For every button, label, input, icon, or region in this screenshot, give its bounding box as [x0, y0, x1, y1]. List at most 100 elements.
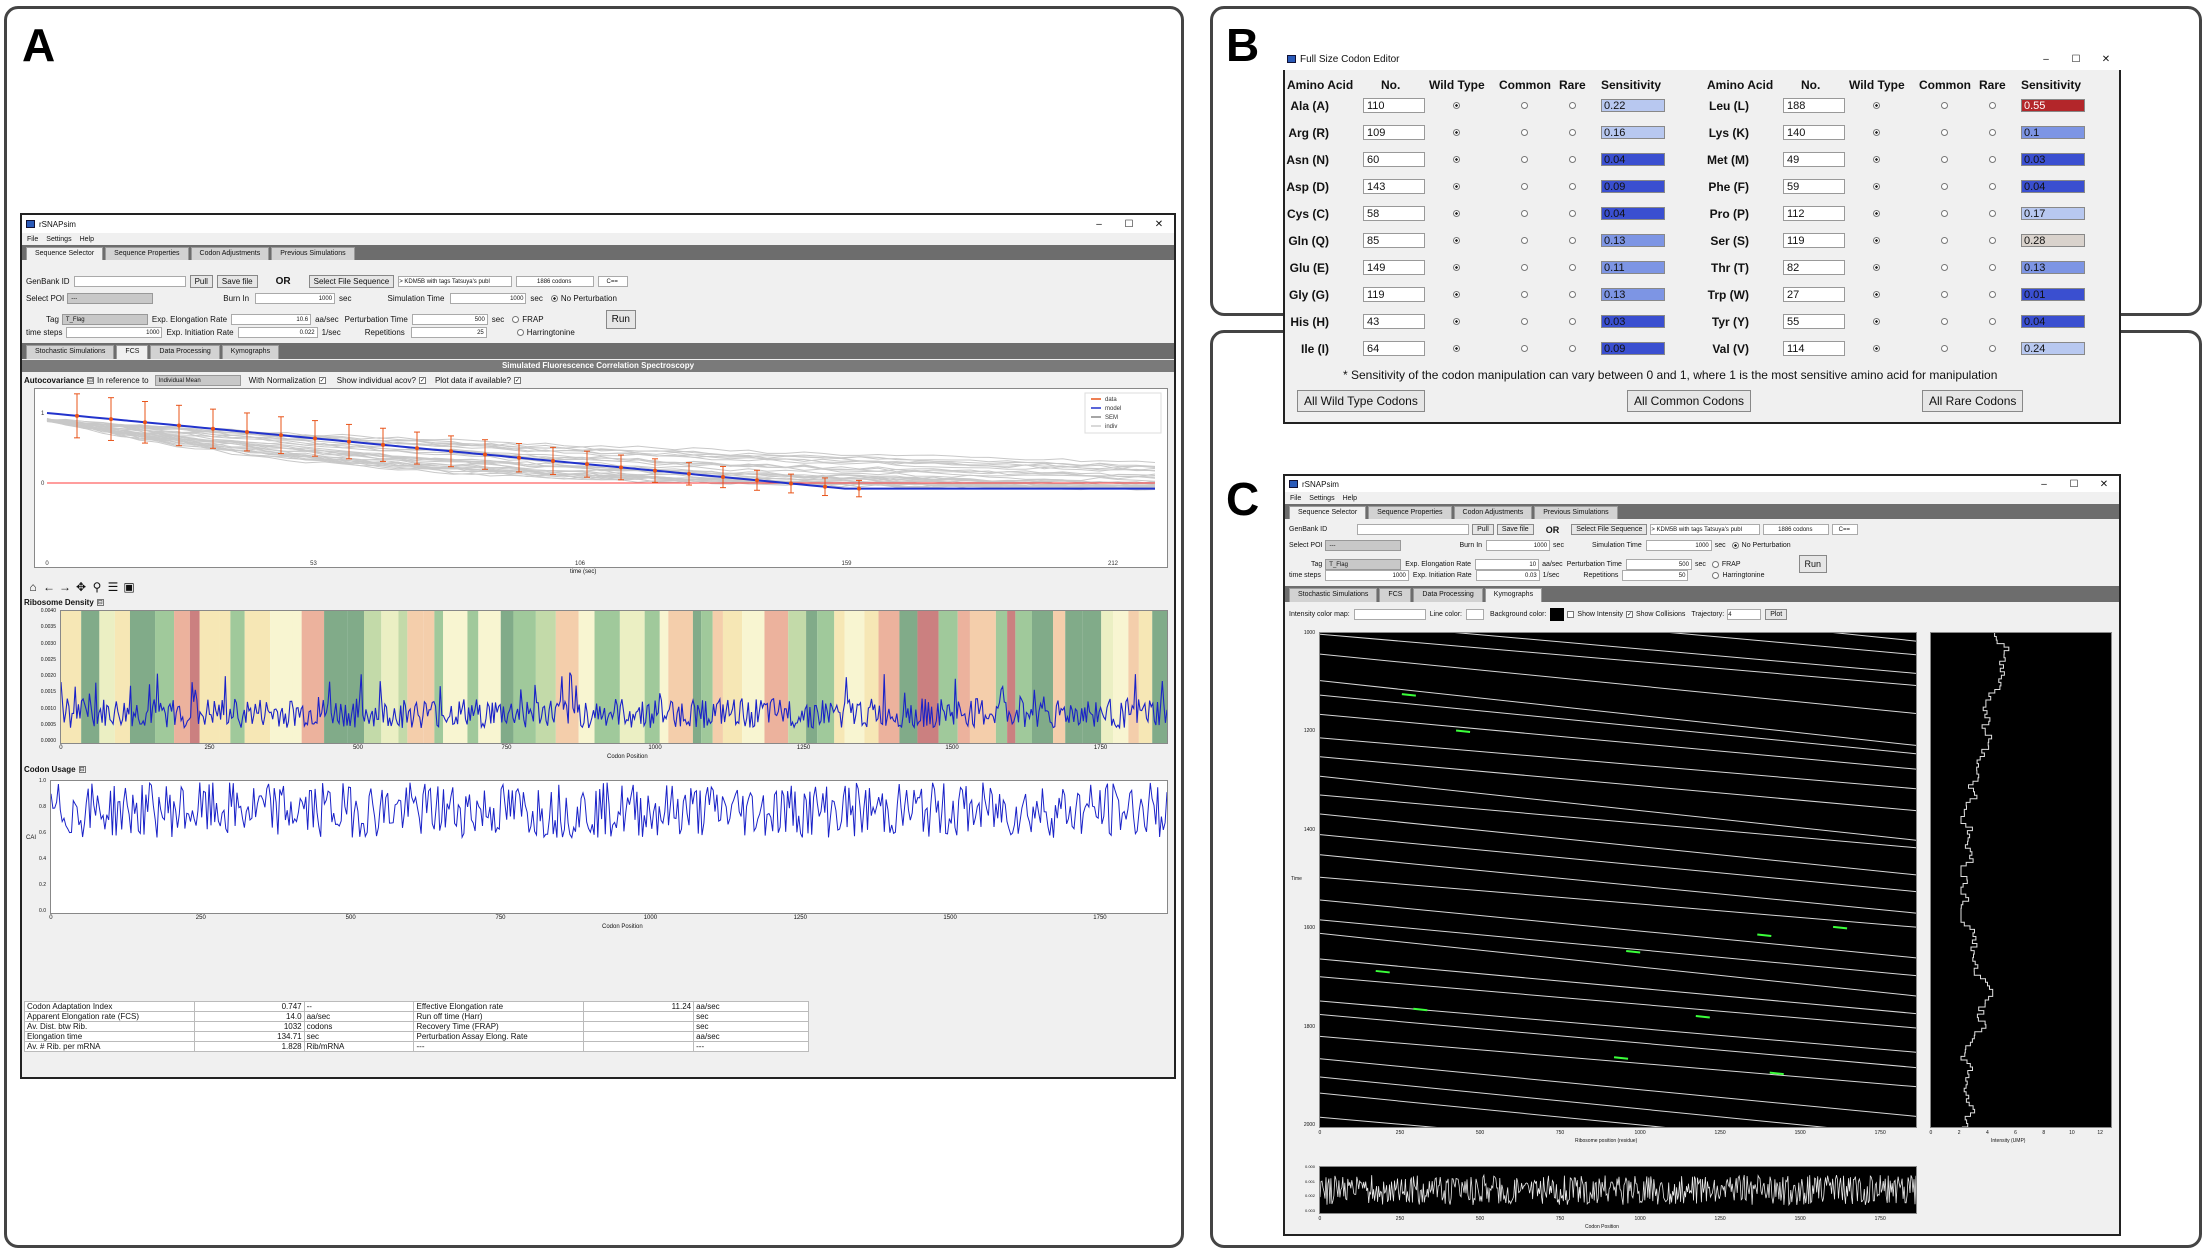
- tab-sequence-selector[interactable]: Sequence Selector: [26, 247, 104, 260]
- common-radio[interactable]: [1941, 210, 1948, 217]
- subtab-data-processing[interactable]: Data Processing: [1413, 588, 1483, 602]
- no-perturbation-radio[interactable]: [1731, 542, 1739, 549]
- all-common-button[interactable]: All Common Codons: [1627, 390, 1752, 412]
- codon-count-input[interactable]: 49: [1783, 152, 1845, 167]
- common-radio[interactable]: [1941, 183, 1948, 190]
- codon-usage-collapse-toggle[interactable]: ⊟: [78, 766, 86, 773]
- tab-codon-adjustments[interactable]: Codon Adjustments: [1453, 506, 1533, 519]
- rare-radio[interactable]: [1989, 345, 1996, 352]
- rare-radio[interactable]: [1569, 291, 1576, 298]
- save-figure-icon[interactable]: ▣: [123, 580, 135, 594]
- codon-count-input[interactable]: 110: [1363, 98, 1425, 113]
- forward-icon[interactable]: →: [59, 580, 71, 594]
- common-radio[interactable]: [1941, 102, 1948, 109]
- intensity-colormap-dropdown[interactable]: [1353, 609, 1426, 620]
- pull-button[interactable]: Pull: [189, 275, 213, 288]
- no-perturbation-radio[interactable]: [550, 295, 558, 302]
- subtab-kymographs[interactable]: Kymographs: [1484, 588, 1543, 602]
- codon-count-input[interactable]: 140: [1783, 125, 1845, 140]
- codon-count-input[interactable]: 143: [1363, 179, 1425, 194]
- elongation-rate-input[interactable]: 10.6: [231, 314, 312, 325]
- simulation-time-input[interactable]: 1000: [1645, 540, 1712, 551]
- maximize-icon[interactable]: ☐: [1124, 218, 1134, 230]
- minimize-icon[interactable]: –: [2041, 478, 2047, 490]
- close-icon[interactable]: ✕: [2101, 53, 2111, 65]
- genbank-input[interactable]: [1357, 524, 1470, 535]
- rare-radio[interactable]: [1569, 156, 1576, 163]
- wild-type-radio[interactable]: [1453, 345, 1460, 352]
- common-radio[interactable]: [1521, 102, 1528, 109]
- subtab-kymographs[interactable]: Kymographs: [221, 345, 280, 359]
- time-steps-input[interactable]: 1000: [66, 327, 163, 338]
- repetitions-input[interactable]: 50: [1622, 570, 1689, 581]
- codon-count-input[interactable]: 58: [1363, 206, 1425, 221]
- genbank-input[interactable]: [73, 276, 186, 287]
- show-intensity-checkbox[interactable]: [1567, 611, 1575, 618]
- tab-codon-adjustments[interactable]: Codon Adjustments: [190, 247, 270, 260]
- wild-type-radio[interactable]: [1873, 345, 1880, 352]
- home-icon[interactable]: ⌂: [29, 580, 37, 594]
- normalization-checkbox[interactable]: ✓: [318, 377, 326, 384]
- poi-dropdown[interactable]: ---: [67, 293, 154, 304]
- rare-radio[interactable]: [1569, 318, 1576, 325]
- rare-radio[interactable]: [1989, 210, 1996, 217]
- line-color-swatch[interactable]: [1466, 609, 1484, 620]
- wild-type-radio[interactable]: [1453, 183, 1460, 190]
- rare-radio[interactable]: [1989, 183, 1996, 190]
- rare-radio[interactable]: [1569, 210, 1576, 217]
- wild-type-radio[interactable]: [1453, 291, 1460, 298]
- poi-dropdown[interactable]: ---: [1325, 540, 1402, 551]
- codon-count-input[interactable]: 149: [1363, 260, 1425, 275]
- wild-type-radio[interactable]: [1873, 129, 1880, 136]
- initiation-rate-input[interactable]: 0.022: [237, 327, 318, 338]
- codon-count-input[interactable]: 27: [1783, 287, 1845, 302]
- rare-radio[interactable]: [1569, 102, 1576, 109]
- burn-in-input[interactable]: 1000: [255, 293, 336, 304]
- background-color-swatch[interactable]: [1550, 608, 1565, 621]
- rare-radio[interactable]: [1569, 264, 1576, 271]
- plot-button[interactable]: Plot: [1765, 609, 1788, 620]
- tab-sequence-properties[interactable]: Sequence Properties: [1368, 506, 1452, 519]
- ribosome-collapse-toggle[interactable]: ⊟: [96, 599, 104, 606]
- frap-radio[interactable]: [512, 316, 520, 323]
- codon-count-input[interactable]: 119: [1783, 233, 1845, 248]
- codon-count-input[interactable]: 55: [1783, 314, 1845, 329]
- harringtonine-radio[interactable]: [1712, 572, 1720, 579]
- subtab-fcs[interactable]: FCS: [1379, 588, 1412, 602]
- select-file-button[interactable]: Select File Sequence: [308, 275, 395, 288]
- repetitions-input[interactable]: 25: [410, 327, 487, 338]
- menu-file[interactable]: File: [1290, 494, 1302, 502]
- codon-count-input[interactable]: 59: [1783, 179, 1845, 194]
- codon-count-input[interactable]: 119: [1363, 287, 1425, 302]
- subtab-fcs[interactable]: FCS: [116, 345, 149, 359]
- menu-settings[interactable]: Settings: [46, 235, 72, 243]
- rare-radio[interactable]: [1989, 264, 1996, 271]
- frap-radio[interactable]: [1711, 560, 1719, 568]
- pull-button[interactable]: Pull: [1472, 524, 1494, 535]
- wild-type-radio[interactable]: [1453, 129, 1460, 136]
- rare-radio[interactable]: [1569, 129, 1576, 136]
- show-collisions-checkbox[interactable]: ✓: [1625, 611, 1633, 618]
- wild-type-radio[interactable]: [1453, 156, 1460, 163]
- rare-radio[interactable]: [1989, 156, 1996, 163]
- wild-type-radio[interactable]: [1873, 264, 1880, 271]
- common-radio[interactable]: [1941, 345, 1948, 352]
- common-radio[interactable]: [1941, 237, 1948, 244]
- codon-count-input[interactable]: 64: [1363, 341, 1425, 356]
- tab-previous-simulations[interactable]: Previous Simulations: [271, 247, 355, 260]
- pan-icon[interactable]: ✥: [75, 580, 87, 594]
- tag-dropdown[interactable]: T_Flag: [61, 314, 148, 325]
- minimize-icon[interactable]: –: [2043, 53, 2049, 65]
- rare-radio[interactable]: [1989, 291, 1996, 298]
- common-radio[interactable]: [1521, 264, 1528, 271]
- perturbation-time-input[interactable]: 500: [1625, 558, 1692, 570]
- rare-radio[interactable]: [1989, 237, 1996, 244]
- subtab-stochastic[interactable]: Stochastic Simulations: [1289, 588, 1378, 602]
- wild-type-radio[interactable]: [1873, 210, 1880, 217]
- codon-count-input[interactable]: 112: [1783, 206, 1845, 221]
- codon-count-input[interactable]: 60: [1363, 152, 1425, 167]
- rare-radio[interactable]: [1989, 318, 1996, 325]
- common-radio[interactable]: [1521, 156, 1528, 163]
- wild-type-radio[interactable]: [1453, 210, 1460, 217]
- codon-count-input[interactable]: 82: [1783, 260, 1845, 275]
